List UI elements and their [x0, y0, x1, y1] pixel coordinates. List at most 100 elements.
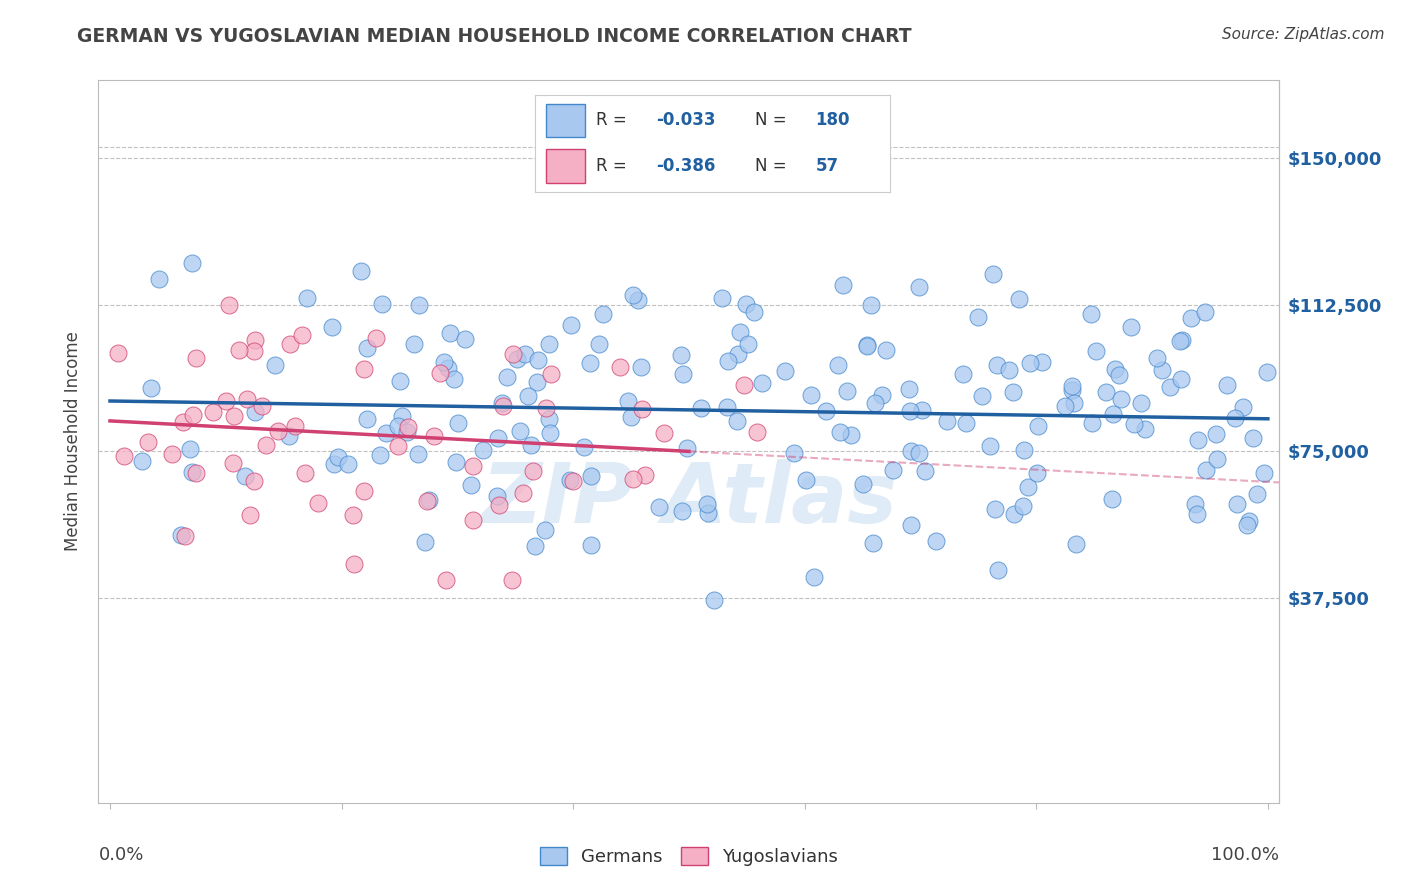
Point [581, 468, 603, 483]
Point [181, 256, 204, 270]
Point [578, 356, 600, 370]
Point [326, 450, 349, 464]
Point [501, 573, 523, 587]
Point [773, 364, 796, 378]
Point [967, 310, 990, 325]
Point [486, 489, 509, 503]
Point [1194, 305, 1216, 319]
Point [506, 352, 529, 367]
Point [502, 347, 524, 361]
Point [782, 446, 804, 460]
Point [1187, 433, 1209, 447]
Point [794, 473, 817, 487]
Point [1122, 417, 1144, 431]
Point [434, 573, 457, 587]
Point [1129, 396, 1152, 410]
Point [1026, 419, 1049, 434]
Point [520, 438, 543, 452]
Point [1019, 355, 1042, 369]
Point [970, 388, 993, 402]
Point [444, 455, 467, 469]
Point [839, 427, 862, 442]
Point [751, 376, 773, 391]
Point [1171, 334, 1194, 348]
Point [592, 307, 614, 321]
Point [387, 439, 409, 453]
Point [356, 341, 378, 355]
Point [486, 431, 509, 445]
Point [139, 381, 162, 395]
Point [512, 486, 534, 500]
Point [1063, 395, 1085, 409]
Point [437, 361, 460, 376]
Point [983, 501, 1005, 516]
Point [239, 508, 262, 522]
Point [1064, 537, 1087, 551]
Point [1001, 384, 1024, 399]
Point [1031, 355, 1053, 369]
Point [396, 420, 419, 434]
Point [235, 392, 257, 406]
Point [136, 434, 159, 449]
Point [492, 399, 515, 413]
Point [242, 343, 264, 358]
Point [1170, 372, 1192, 386]
Point [1205, 426, 1227, 441]
Point [672, 367, 695, 381]
Point [914, 464, 936, 478]
Point [364, 331, 387, 345]
Point [737, 336, 759, 351]
Point [374, 425, 396, 440]
Point [284, 419, 307, 434]
Point [1206, 451, 1229, 466]
Point [1253, 466, 1275, 480]
Point [350, 264, 373, 278]
Point [174, 529, 197, 543]
Point [1180, 311, 1202, 326]
Point [621, 472, 644, 486]
Point [1060, 379, 1083, 393]
Point [671, 504, 693, 518]
Point [1012, 442, 1035, 457]
Point [671, 348, 693, 362]
Point [1060, 383, 1083, 397]
Point [307, 496, 329, 510]
Point [1159, 380, 1181, 394]
Point [717, 354, 740, 368]
Point [408, 298, 430, 312]
Point [368, 448, 391, 462]
Point [181, 408, 204, 422]
Point [1084, 344, 1107, 359]
Point [263, 359, 285, 373]
Point [461, 458, 484, 473]
Point [461, 513, 484, 527]
Point [162, 447, 184, 461]
Point [696, 497, 718, 511]
Point [952, 367, 974, 381]
Point [634, 468, 657, 483]
Point [1185, 507, 1208, 521]
Point [855, 339, 877, 353]
Y-axis label: Median Household Income: Median Household Income [65, 332, 83, 551]
Point [907, 280, 929, 294]
Point [581, 538, 603, 552]
Point [998, 363, 1021, 377]
Point [900, 444, 922, 458]
Point [107, 346, 129, 360]
Point [560, 318, 582, 333]
Point [1025, 466, 1047, 480]
Point [387, 418, 409, 433]
Point [496, 369, 519, 384]
Point [222, 409, 245, 423]
Point [630, 401, 652, 416]
Point [218, 298, 240, 312]
Point [170, 528, 193, 542]
Point [201, 405, 224, 419]
Point [1146, 351, 1168, 366]
Point [429, 367, 451, 381]
Point [228, 343, 250, 357]
Point [243, 474, 266, 488]
Point [616, 394, 638, 409]
Point [1236, 518, 1258, 533]
Point [1216, 378, 1239, 392]
